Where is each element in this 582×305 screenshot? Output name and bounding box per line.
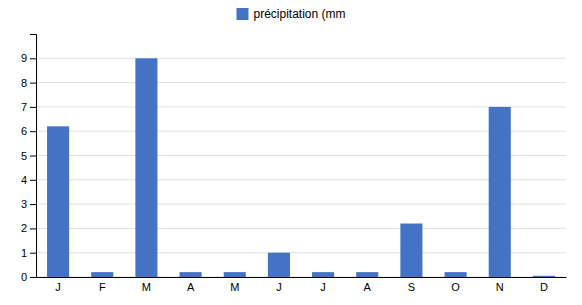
grid-line	[36, 131, 566, 132]
x-axis: JFMAMJJASOND	[37, 278, 567, 293]
y-tick-label: 7	[21, 101, 27, 113]
y-tick-label: 0	[21, 271, 27, 283]
y-tick: 9	[21, 52, 36, 64]
bar	[268, 253, 290, 277]
grid-line	[36, 106, 566, 107]
x-tick-label: J	[276, 281, 282, 293]
x-axis-line	[37, 277, 567, 278]
y-tick-label: 5	[21, 150, 27, 162]
grid-line	[36, 204, 566, 205]
x-tick: J	[55, 281, 61, 293]
y-tick: 3	[21, 198, 36, 210]
bar	[47, 126, 69, 277]
bar	[312, 272, 334, 277]
y-tick-mark	[30, 228, 36, 229]
y-tick: 1	[21, 247, 36, 259]
y-tick-mark	[30, 204, 36, 205]
y-tick-mark	[30, 156, 36, 157]
bar	[135, 58, 157, 277]
x-tick: A	[364, 281, 372, 293]
x-tick-label: A	[364, 281, 372, 293]
x-tick-label: J	[55, 281, 61, 293]
y-tick-label: 8	[21, 77, 27, 89]
y-tick-mark	[30, 253, 36, 254]
y-tick-label: 3	[21, 198, 27, 210]
x-tick: J	[320, 281, 326, 293]
y-tick-mark	[30, 131, 36, 132]
y-tick-mark	[30, 83, 36, 84]
grid-line	[36, 252, 566, 253]
x-tick-label: M	[142, 281, 151, 293]
x-tick-label: N	[496, 281, 504, 293]
y-tick: 6	[21, 125, 36, 137]
y-tick: 0	[21, 271, 36, 283]
y-tick-mark	[30, 58, 36, 59]
legend-label: précipitation (mm	[253, 7, 345, 21]
grid-line	[36, 82, 566, 83]
grid-line	[36, 58, 566, 59]
x-tick: O	[451, 281, 460, 293]
y-tick: 8	[21, 77, 36, 89]
y-tick-label: 2	[21, 222, 27, 234]
chart: 0 1 2 3 4 5 6 7 8 9 J F M A M J J A S O N Dprécipitation (mm	[0, 0, 582, 305]
x-tick: N	[496, 281, 504, 293]
legend-swatch	[236, 8, 248, 20]
y-tick-label: 9	[21, 52, 27, 64]
y-tick-mark	[30, 180, 36, 181]
x-tick: F	[99, 281, 106, 293]
y-tick-mark	[30, 107, 36, 108]
x-tick-label: A	[187, 281, 195, 293]
grid	[36, 58, 566, 277]
x-tick: S	[408, 281, 415, 293]
x-tick: D	[540, 281, 548, 293]
y-tick-label: 6	[21, 125, 27, 137]
x-tick-label: J	[320, 281, 326, 293]
bar	[445, 272, 467, 277]
plot: 0 1 2 3 4 5 6 7 8 9 J F M A M J J A S O N D	[21, 35, 567, 293]
x-tick: M	[142, 281, 151, 293]
grid-line	[36, 277, 566, 278]
legend-item: précipitation (mm	[236, 7, 345, 21]
x-tick-label: O	[451, 281, 460, 293]
y-tick: 2	[21, 222, 36, 234]
y-tick: 5	[21, 150, 36, 162]
y-tick-label: 4	[21, 174, 27, 186]
bars	[47, 58, 555, 277]
x-tick-label: F	[99, 281, 106, 293]
bar	[400, 224, 422, 277]
y-tick: 7	[21, 101, 36, 113]
bar	[180, 272, 202, 277]
y-tick: 4	[21, 174, 36, 186]
grid-line	[36, 228, 566, 229]
bar	[91, 272, 113, 277]
y-tick-mark	[30, 277, 36, 278]
bar	[489, 107, 511, 277]
bar	[533, 276, 555, 277]
x-tick-label: S	[408, 281, 415, 293]
x-tick: A	[187, 281, 195, 293]
grid-line	[36, 179, 566, 180]
x-tick-label: D	[540, 281, 548, 293]
y-axis: 0 1 2 3 4 5 6 7 8 9	[21, 35, 37, 284]
bar	[224, 272, 246, 277]
x-tick-label: M	[230, 281, 239, 293]
x-tick: M	[230, 281, 239, 293]
bar	[356, 272, 378, 277]
legend: précipitation (mm	[236, 7, 345, 21]
grid-line	[36, 155, 566, 156]
y-tick-label: 1	[21, 247, 27, 259]
x-tick: J	[276, 281, 282, 293]
y-axis-line	[30, 35, 37, 278]
